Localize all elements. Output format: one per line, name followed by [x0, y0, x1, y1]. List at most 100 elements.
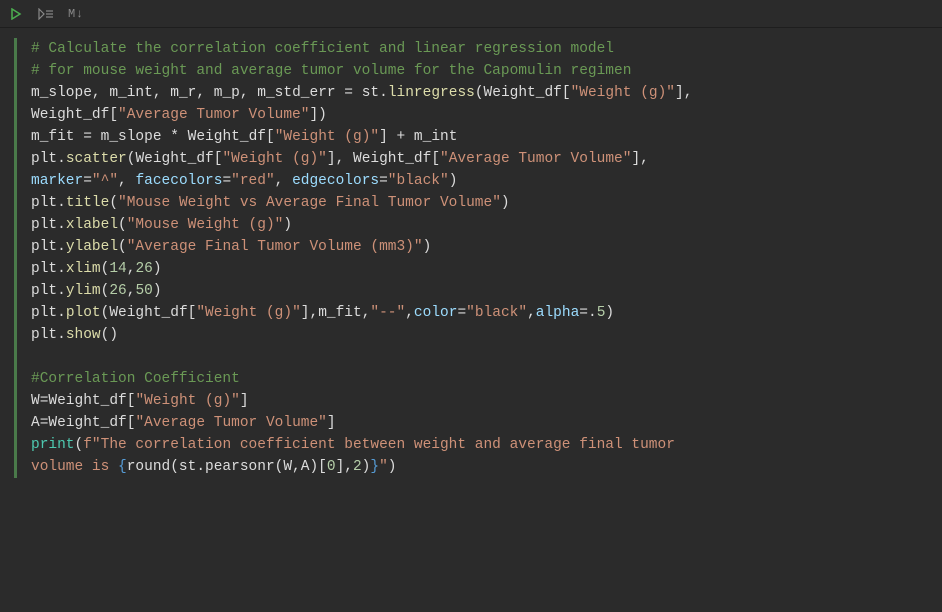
code-token: ]) — [309, 107, 326, 123]
code-token: f"The correlation coefficient between we… — [83, 437, 683, 453]
code-token: Weight_df — [484, 85, 562, 101]
code-token: { — [118, 459, 127, 475]
code-token: ylim — [66, 283, 101, 299]
code-line: plt.ylim(26,50) — [31, 280, 942, 302]
code-line: # for mouse weight and average tumor vol… — [31, 60, 942, 82]
code-token: m_std_err — [257, 85, 335, 101]
code-token: "Mouse Weight vs Average Final Tumor Vol… — [118, 195, 501, 211]
code-token: [ — [109, 107, 118, 123]
code-token: = — [457, 305, 466, 321]
code-token: facecolors — [135, 173, 222, 189]
code-token: alpha — [536, 305, 580, 321]
code-token: A — [31, 415, 40, 431]
code-token: , — [405, 305, 414, 321]
code-token: W — [31, 393, 40, 409]
code-token: m_p — [214, 85, 240, 101]
code-token: Weight_df — [48, 415, 126, 431]
code-line: plt.show() — [31, 324, 942, 346]
code-line: W=Weight_df["Weight (g)"] — [31, 390, 942, 412]
code-token: 50 — [135, 283, 152, 299]
code-line: #Correlation Coefficient — [31, 368, 942, 390]
code-token — [31, 349, 40, 365]
markdown-toggle[interactable]: M↓ — [68, 3, 83, 25]
code-token: plt — [31, 239, 57, 255]
code-token: "Weight (g)" — [222, 151, 326, 167]
code-token: () — [101, 327, 118, 343]
code-token: show — [66, 327, 101, 343]
code-token: . — [57, 195, 66, 211]
code-token: "Weight (g)" — [571, 85, 675, 101]
notebook-toolbar: M↓ — [0, 0, 942, 28]
code-token: ) — [501, 195, 510, 211]
code-token: "Weight (g)" — [196, 305, 300, 321]
code-token: Weight_df — [31, 107, 109, 123]
code-token: =. — [579, 305, 596, 321]
run-by-line-icon[interactable] — [38, 6, 54, 22]
code-token: = — [379, 173, 388, 189]
code-token: linregress — [388, 85, 475, 101]
code-token: st — [362, 85, 379, 101]
code-token: m_int — [414, 129, 458, 145]
code-token: plt — [31, 151, 57, 167]
code-cell[interactable]: # Calculate the correlation coefficient … — [14, 38, 942, 478]
code-token: print — [31, 437, 75, 453]
code-token: ) — [423, 239, 432, 255]
code-token: ) — [153, 283, 162, 299]
code-token: . — [57, 151, 66, 167]
code-token: ( — [118, 239, 127, 255]
code-token: . — [57, 327, 66, 343]
code-token: "Average Tumor Volume" — [118, 107, 309, 123]
code-token: volume is — [31, 459, 118, 475]
code-token: . — [57, 283, 66, 299]
code-token: plt — [31, 261, 57, 277]
code-token: . — [57, 305, 66, 321]
code-token: = — [336, 85, 362, 101]
code-token: , — [240, 85, 257, 101]
code-token: ( — [475, 85, 484, 101]
code-token: Weight_df — [135, 151, 213, 167]
code-token: "Average Tumor Volume" — [440, 151, 631, 167]
code-token: [ — [431, 151, 440, 167]
code-token: #Correlation Coefficient — [31, 371, 240, 387]
code-line: Weight_df["Average Tumor Volume"]) — [31, 104, 942, 126]
code-token: , — [118, 173, 135, 189]
code-token: 0 — [327, 459, 336, 475]
code-token: Weight_df — [353, 151, 431, 167]
code-token: marker — [31, 173, 83, 189]
code-token: plt — [31, 195, 57, 211]
code-token: plt — [31, 305, 57, 321]
code-token: ) — [605, 305, 614, 321]
code-token: . — [57, 217, 66, 233]
code-line: plt.title("Mouse Weight vs Average Final… — [31, 192, 942, 214]
code-token: ) — [283, 217, 292, 233]
code-token: ], — [631, 151, 657, 167]
code-token: m_slope — [101, 129, 162, 145]
code-token: ) — [388, 459, 397, 475]
code-token: "black" — [388, 173, 449, 189]
code-token: 2 — [353, 459, 362, 475]
code-token: # for mouse weight and average tumor vol… — [31, 63, 631, 79]
code-token: = — [75, 129, 101, 145]
code-token: } — [370, 459, 379, 475]
code-line — [31, 346, 942, 368]
code-token: ( — [75, 437, 84, 453]
code-line: print(f"The correlation coefficient betw… — [31, 434, 942, 456]
code-token: # Calculate the correlation coefficient … — [31, 41, 614, 57]
code-token: [ — [562, 85, 571, 101]
code-token: plt — [31, 283, 57, 299]
code-token: ] + — [379, 129, 414, 145]
code-token: title — [66, 195, 110, 211]
code-line: A=Weight_df["Average Tumor Volume"] — [31, 412, 942, 434]
run-cell-icon[interactable] — [8, 6, 24, 22]
code-line: m_fit = m_slope * Weight_df["Weight (g)"… — [31, 126, 942, 148]
code-token: Weight_df — [188, 129, 266, 145]
code-token: m_fit — [31, 129, 75, 145]
code-token: "Average Tumor Volume" — [135, 415, 326, 431]
code-token: "Average Final Tumor Volume (mm3)" — [127, 239, 423, 255]
code-line: plt.xlim(14,26) — [31, 258, 942, 280]
code-token: Weight_df — [48, 393, 126, 409]
code-token: ) — [449, 173, 458, 189]
code-token: , — [153, 85, 170, 101]
code-token: * — [162, 129, 188, 145]
code-token: xlabel — [66, 217, 118, 233]
